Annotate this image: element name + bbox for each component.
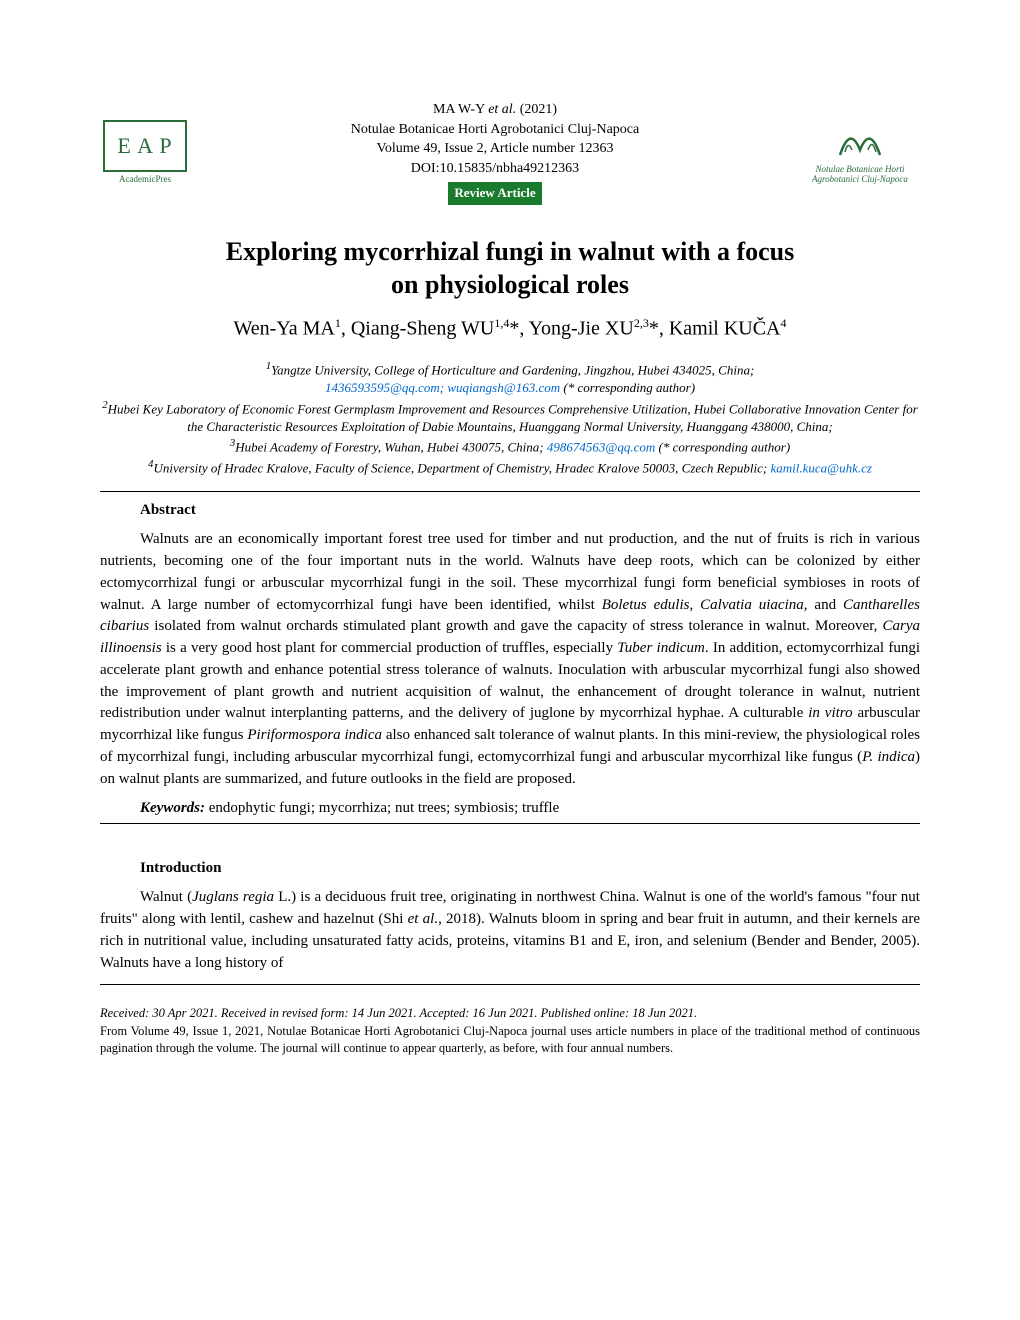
publisher-logo-label: AcademicPres: [119, 174, 171, 184]
divider-footer: [100, 984, 920, 985]
header-row: E A P AcademicPres MA W-Y et al. (2021) …: [100, 100, 920, 205]
abstract-heading: Abstract: [140, 502, 920, 519]
affiliations-block: 1Yangtze University, College of Horticul…: [100, 359, 920, 477]
title-line1: Exploring mycorrhizal fungi in walnut wi…: [226, 237, 794, 266]
journal-logo-icon: [830, 120, 890, 165]
journal-logo-line2: Agrobotanici Cluj-Napoca: [812, 174, 908, 184]
spacer: [100, 830, 920, 850]
aff1-email1[interactable]: 1436593595@qq.com;: [325, 380, 444, 395]
article-title: Exploring mycorrhizal fungi in walnut wi…: [100, 235, 920, 303]
journal-logo-line1: Notulae Botanicae Horti: [815, 164, 904, 174]
keywords-text: endophytic fungi; mycorrhiza; nut trees;…: [205, 800, 559, 816]
aff3-note: (* corresponding author): [658, 440, 790, 455]
title-line2: on physiological roles: [391, 270, 629, 299]
publisher-logo-letters: E A P: [103, 120, 187, 172]
footer-block: Received: 30 Apr 2021. Received in revis…: [100, 1005, 920, 1058]
divider-top: [100, 491, 920, 492]
introduction-heading: Introduction: [140, 860, 920, 877]
aff4-email[interactable]: kamil.kuca@uhk.cz: [770, 460, 871, 475]
keywords-line: Keywords: endophytic fungi; mycorrhiza; …: [140, 800, 920, 817]
aff4-text: University of Hradec Kralove, Faculty of…: [153, 460, 767, 475]
abstract-body: Walnuts are an economically important fo…: [100, 529, 920, 790]
footer-received: Received: 30 Apr 2021. Received in revis…: [100, 1005, 920, 1023]
journal-logo-text: Notulae Botanicae Horti Agrobotanici Clu…: [812, 165, 908, 185]
page-container: E A P AcademicPres MA W-Y et al. (2021) …: [0, 0, 1020, 1098]
authors-line: Wen-Ya MA1, Qiang-Sheng WU1,4*, Yong-Jie…: [100, 316, 920, 341]
citation-line: MA W-Y et al. (2021): [351, 100, 639, 120]
volume-issue: Volume 49, Issue 2, Article number 12363: [351, 139, 639, 159]
aff3-email[interactable]: 498674563@qq.com: [547, 440, 655, 455]
aff3-text: Hubei Academy of Forestry, Wuhan, Hubei …: [235, 440, 543, 455]
keywords-label: Keywords:: [140, 800, 205, 816]
aff1-note: (* corresponding author): [563, 380, 695, 395]
aff1-email2[interactable]: wuqiangsh@163.com: [447, 380, 560, 395]
aff2-text: Hubei Key Laboratory of Economic Forest …: [108, 401, 918, 434]
divider-after-keywords: [100, 823, 920, 824]
journal-logo-right: Notulae Botanicae Horti Agrobotanici Clu…: [800, 120, 920, 185]
publisher-logo-left: E A P AcademicPres: [100, 117, 190, 187]
article-type-badge: Review Article: [448, 182, 541, 204]
aff1-text: Yangtze University, College of Horticult…: [271, 362, 754, 377]
citation-authors: MA W-Y et al. (2021): [433, 102, 557, 117]
doi: DOI:10.15835/nbha49212363: [351, 159, 639, 179]
header-center: MA W-Y et al. (2021) Notulae Botanicae H…: [351, 100, 639, 205]
footer-note: From Volume 49, Issue 1, 2021, Notulae B…: [100, 1023, 920, 1058]
journal-name: Notulae Botanicae Horti Agrobotanici Clu…: [351, 120, 639, 140]
introduction-body: Walnut (Juglans regia L.) is a deciduous…: [100, 887, 920, 974]
